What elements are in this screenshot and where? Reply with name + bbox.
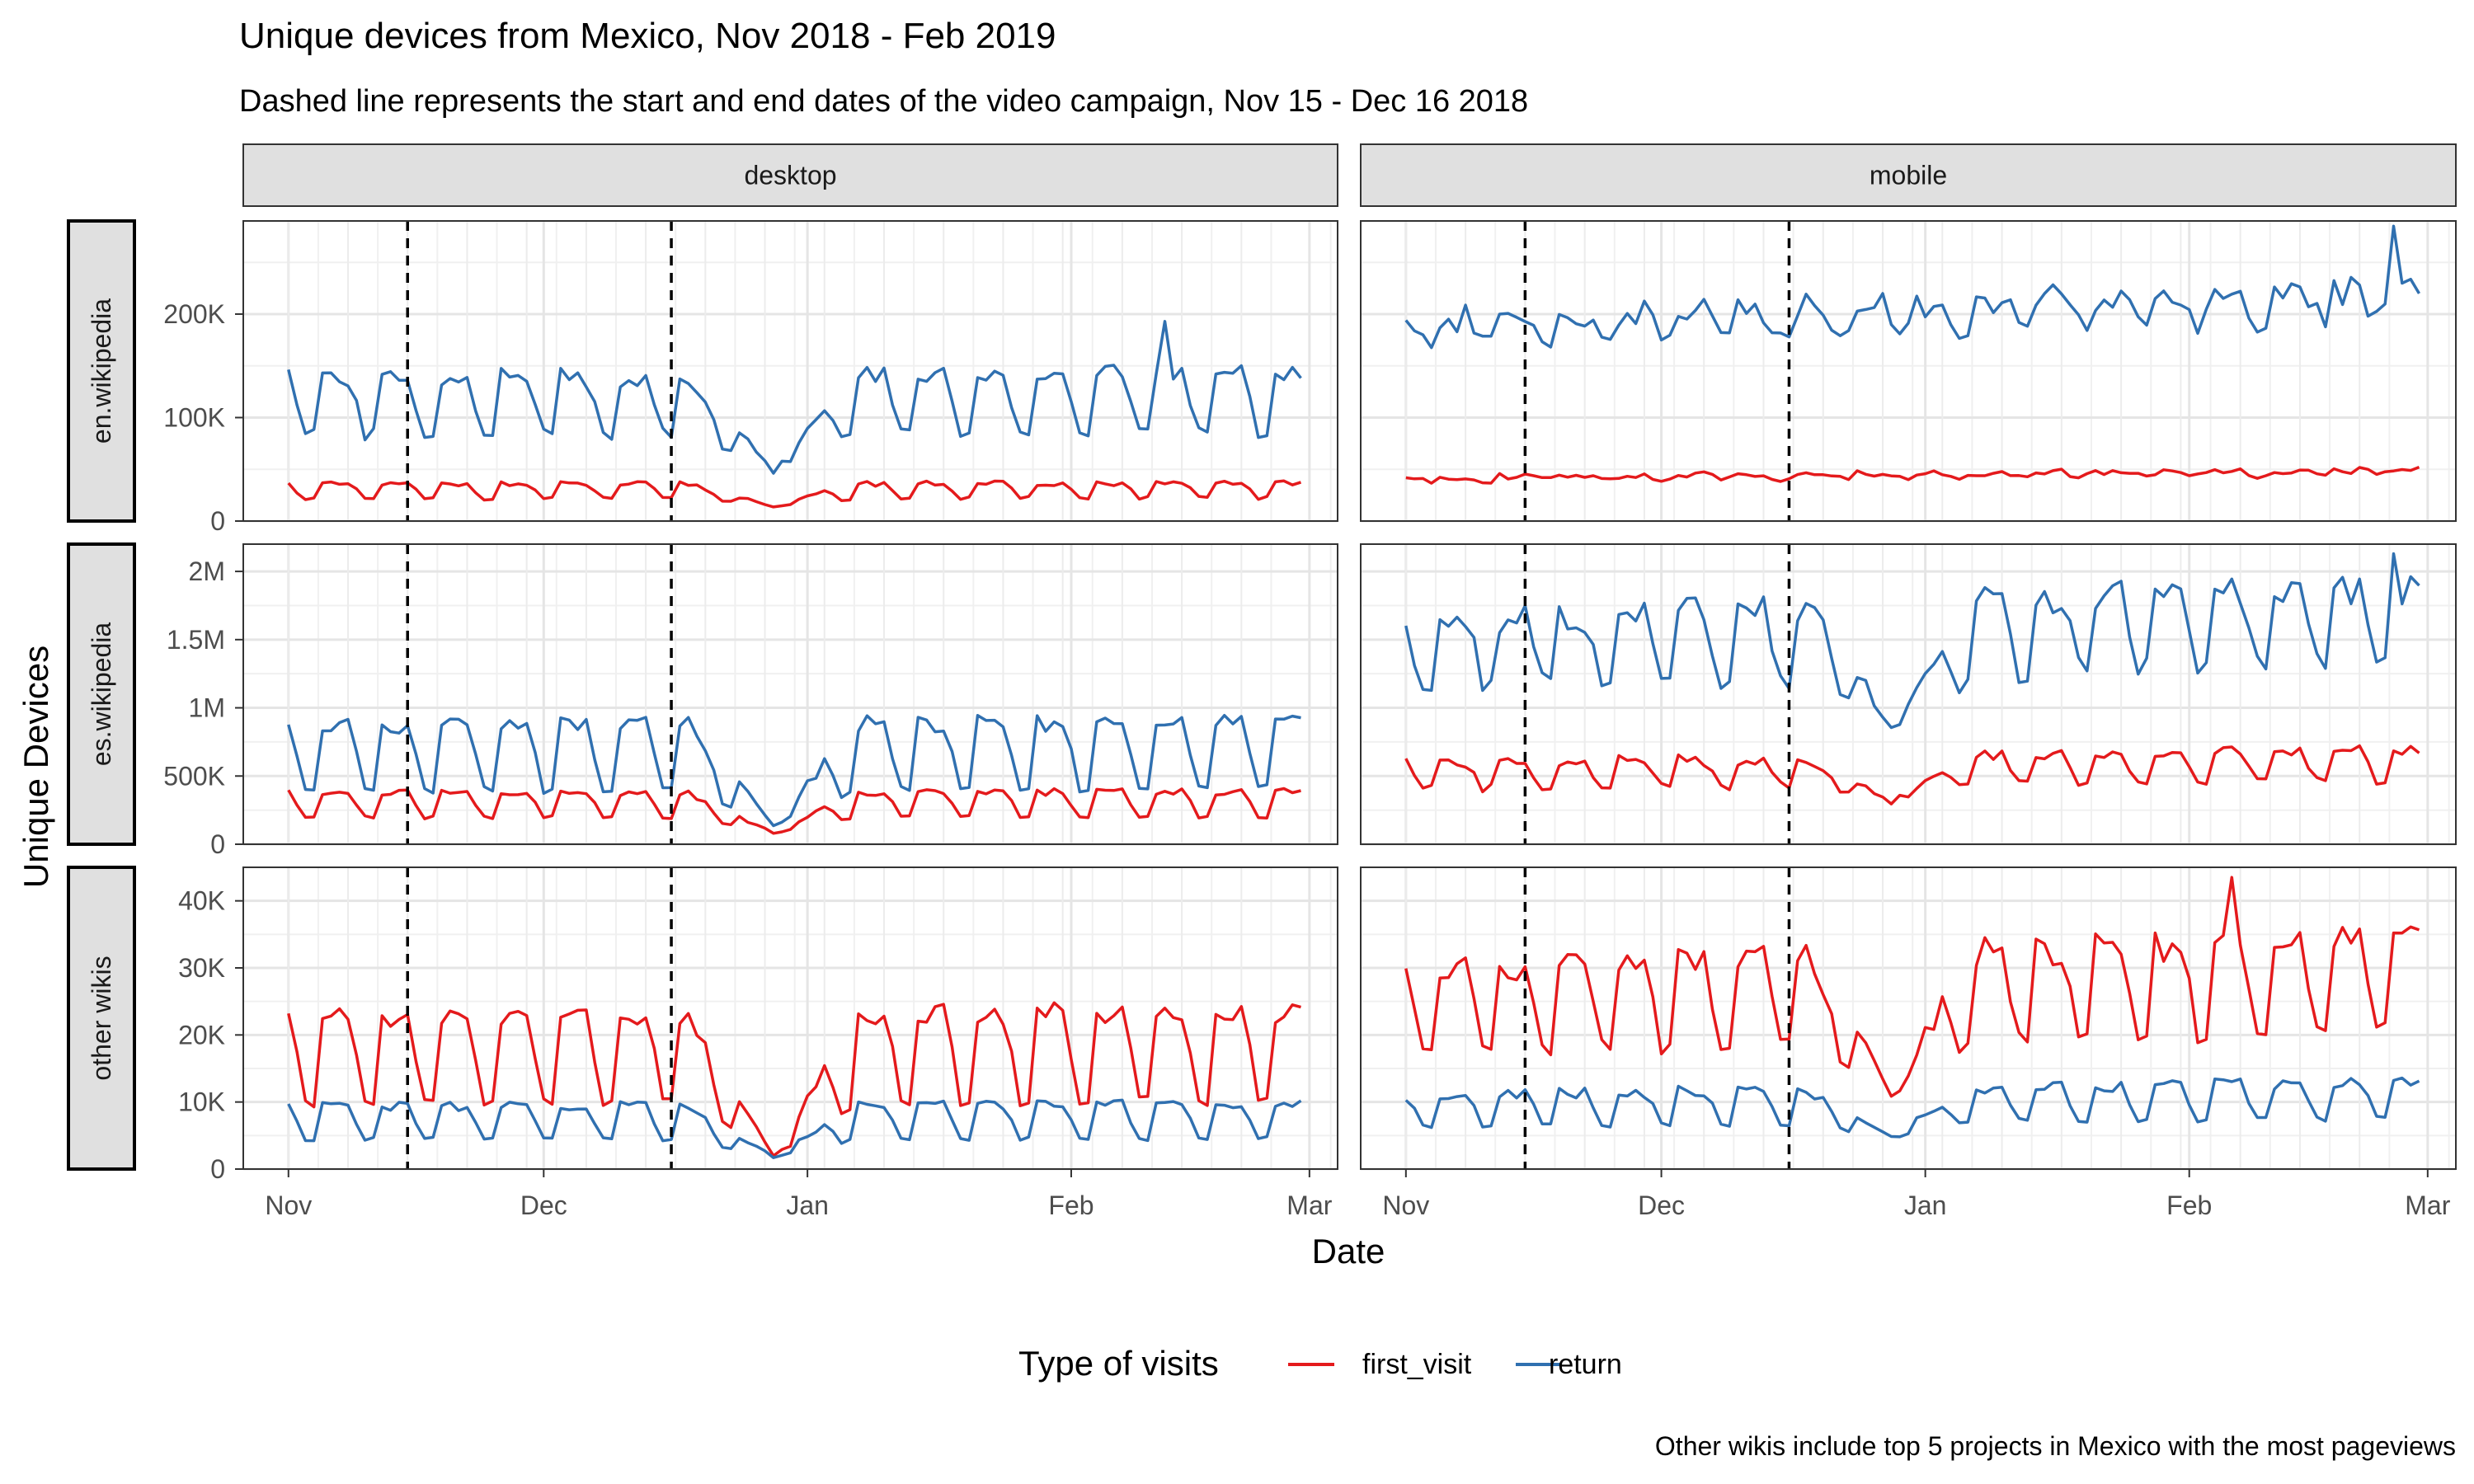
y-tick-label: 30K [178, 953, 225, 983]
y-tick-label: 500K [163, 761, 225, 791]
panel-es.wikipedia-desktop: 0 500K 1M 1.5M 2M [163, 543, 1338, 859]
facet-label-desktop: desktop [744, 161, 836, 190]
x-tick-label: Jan [1904, 1190, 1947, 1220]
series-line-first_visit [287, 479, 1302, 509]
series-line-return [287, 1098, 1302, 1159]
panel-background [1361, 221, 2456, 521]
panel-background [1361, 867, 2456, 1169]
x-tick-label: Nov [265, 1190, 312, 1220]
series-line-first_visit [1405, 465, 2420, 485]
x-tick-label: Dec [520, 1190, 567, 1220]
facet-label-es.wikipedia: es.wikipedia [87, 622, 116, 767]
y-tick-label: 20K [178, 1020, 225, 1050]
series-line-return [1404, 1076, 2420, 1139]
facet-strip-es.wikipedia [67, 542, 136, 846]
facet-strip-desktop [242, 143, 1338, 207]
y-tick-label: 1M [189, 693, 225, 723]
panel-border [1360, 866, 2457, 1170]
x-tick-label: Dec [1638, 1190, 1685, 1220]
facet-label-mobile: mobile [1870, 161, 1947, 190]
facet-label-en.wikipedia: en.wikipedia [87, 298, 116, 444]
y-tick-label: 1.5M [167, 625, 225, 655]
panel-background [1361, 544, 2456, 844]
legend-title: Type of visits [1018, 1344, 1219, 1383]
y-tick-label: 40K [178, 886, 225, 916]
panel-border [242, 543, 1338, 845]
series-line-return [287, 713, 1301, 828]
panel-border [1360, 543, 2457, 845]
facet-strip-other wikis [67, 866, 136, 1171]
panel-other wikis-mobile: Nov Dec Jan Feb Mar [1360, 866, 2457, 1220]
facet-strip-en.wikipedia [67, 219, 136, 523]
series-line-return [1404, 552, 2420, 730]
series-line-first_visit [287, 787, 1301, 835]
series-line-first_visit [287, 1001, 1301, 1158]
panel-background [243, 221, 1338, 521]
y-tick-label: 200K [163, 299, 225, 329]
panel-other wikis-desktop: 0 10K 20K 30K 40K Nov Dec Jan Feb Mar [178, 866, 1338, 1220]
chart-subtitle: Dashed line represents the start and end… [239, 84, 1528, 119]
legend-label-first_visit: first_visit [1362, 1349, 1472, 1380]
series-line-return [1404, 224, 2421, 350]
chart-title: Unique devices from Mexico, Nov 2018 - F… [239, 16, 1056, 56]
facet-strip-mobile [1360, 143, 2457, 207]
x-tick-label: Feb [2166, 1190, 2212, 1220]
panel-en.wikipedia-mobile [1360, 220, 2457, 523]
series-line-return [287, 320, 1302, 475]
chart-caption: Other wikis include top 5 projects in Me… [1655, 1431, 2456, 1461]
series-line-first_visit [1404, 744, 2420, 805]
series-line-first_visit [1404, 876, 2420, 1098]
panel-border [1360, 220, 2457, 522]
x-tick-label: Nov [1382, 1190, 1429, 1220]
y-tick-label: 0 [210, 506, 225, 536]
panel-border [242, 220, 1338, 522]
facet-label-other wikis: other wikis [87, 956, 116, 1080]
x-axis-title: Date [1312, 1232, 1385, 1270]
y-tick-label: 2M [189, 556, 225, 586]
y-tick-label: 0 [210, 829, 225, 859]
legend: Type of visits first_visit return [1018, 1344, 1622, 1383]
x-tick-label: Mar [2405, 1190, 2450, 1220]
panel-en.wikipedia-desktop: 0 100K 200K [163, 220, 1338, 536]
panel-border [242, 866, 1338, 1170]
y-tick-label: 10K [178, 1087, 225, 1117]
x-tick-label: Jan [786, 1190, 829, 1220]
y-axis-title: Unique Devices [16, 646, 55, 888]
y-tick-label: 0 [210, 1154, 225, 1184]
legend-label-return: return [1549, 1349, 1622, 1380]
facet-panels: desktop mobile en.wikipedia es.wikipedia oth… [67, 143, 2457, 1220]
x-tick-label: Feb [1048, 1190, 1094, 1220]
x-tick-label: Mar [1286, 1190, 1332, 1220]
y-tick-label: 100K [163, 402, 225, 432]
panel-es.wikipedia-mobile [1360, 543, 2457, 846]
